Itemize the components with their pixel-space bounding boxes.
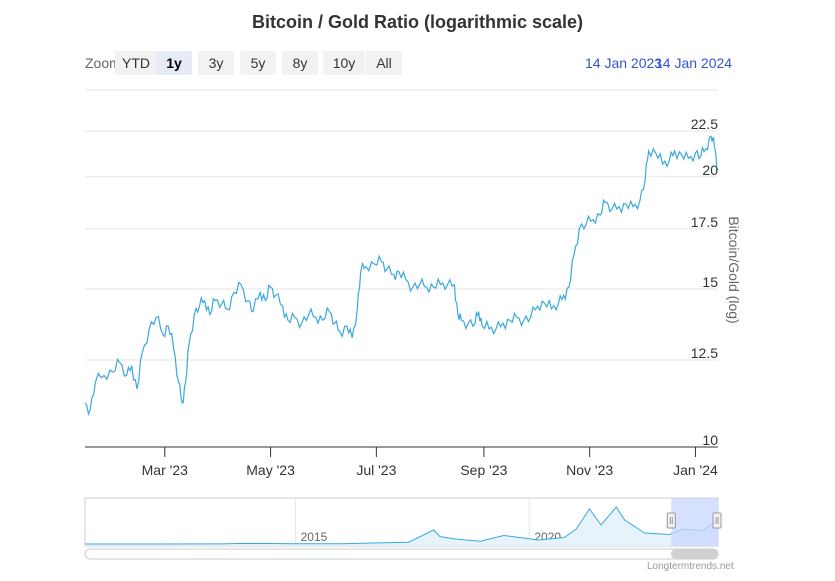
zoom-ytd-button[interactable]: YTD [115,51,157,75]
x-tick-label: Jan '24 [673,462,718,478]
handle-grip[interactable] [712,512,722,529]
y-tick-label: 17.5 [691,214,718,230]
x-tick-label: Sep '23 [460,462,507,478]
y-tick-label: 10 [702,432,718,448]
navigator-year-label: 2015 [301,530,328,544]
y-tick-label: 12.5 [691,345,718,361]
range-to-input[interactable]: 14 Jan 2024 [655,55,733,71]
navigator-handle-right[interactable] [712,512,722,529]
range-from-input[interactable]: 14 Jan 2023 [585,55,663,71]
zoom-3y-button[interactable]: 3y [198,51,234,75]
grid-lines [85,89,718,361]
zoom-all-button[interactable]: All [366,51,402,75]
zoom-8y-button[interactable]: 8y [282,51,318,75]
chart-title: Bitcoin / Gold Ratio (logarithmic scale) [251,12,584,32]
credit-label: Longtermtrends.net [647,561,734,572]
y-tick-label: 22.5 [691,116,718,132]
zoom-1y-button[interactable]: 1y [156,51,192,75]
y-tick-label: 15 [702,274,718,290]
zoom-5y-button[interactable]: 5y [240,51,276,75]
zoom-10y-button[interactable]: 10y [323,51,365,75]
y-axis-title: Bitcoin/Gold (log) [726,216,742,323]
x-axis-ticks: Mar '23 May '23 Jul '23 Sep '23 Nov '23 Jan '… [142,447,718,478]
x-tick-label: Mar '23 [142,462,188,478]
y-tick-label: 20 [702,162,718,178]
x-tick-label: Jul '23 [356,462,396,478]
zoom-label: Zoom [85,55,121,71]
x-tick-label: May '23 [246,462,295,478]
navigator-handle-left[interactable] [666,512,676,529]
navigator-line [85,506,719,545]
navigator-area [85,507,718,546]
series-line-bitcoin-gold [84,135,719,417]
x-tick-label: Nov '23 [566,462,613,478]
handle-grip[interactable] [666,512,676,529]
scrollbar-thumb[interactable] [671,549,718,559]
navigator-selection[interactable] [671,498,718,546]
scrollbar-track[interactable] [84,548,719,560]
y-axis-ticks: 10 12.5 15 17.5 20 22.5 [691,116,718,448]
